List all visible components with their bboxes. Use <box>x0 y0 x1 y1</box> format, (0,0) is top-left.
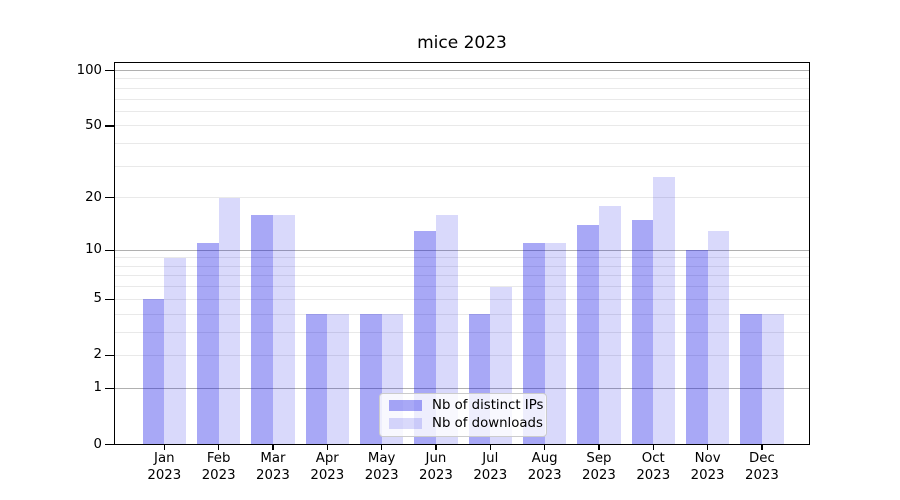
bar-downloads-dec <box>761 314 784 445</box>
x-tick-label-dec: Dec 2023 <box>745 451 779 483</box>
x-tick-label-jun: Jun 2023 <box>419 451 453 483</box>
legend-label-downloads: Nb of downloads <box>432 416 543 432</box>
y-tick-label: 2 <box>93 347 102 363</box>
y-tick-mark <box>105 387 114 389</box>
y-tick-label: 1 <box>93 380 102 396</box>
bar-downloads-jan <box>164 257 186 445</box>
y-tick-label: 100 <box>76 62 102 78</box>
legend-entry-distinct-ips: Nb of distinct IPs <box>386 397 544 414</box>
minor-gridline <box>115 275 809 277</box>
minor-gridline <box>115 286 809 288</box>
minor-gridline <box>115 313 809 315</box>
x-tick-label-nov: Nov 2023 <box>690 451 725 483</box>
bar-distinct-ips-feb <box>196 243 219 445</box>
minor-gridline <box>115 298 809 300</box>
x-tick-mark <box>489 444 491 450</box>
y-tick-label: 5 <box>93 291 102 307</box>
x-tick-mark <box>217 444 220 450</box>
y-tick-mark <box>105 197 114 199</box>
y-tick-label: 10 <box>85 242 102 258</box>
x-tick-mark <box>163 444 165 450</box>
minor-gridline <box>115 257 809 259</box>
major-gridline <box>115 387 809 389</box>
bar-distinct-ips-apr <box>305 314 328 445</box>
y-tick-label: 50 <box>85 117 102 133</box>
bar-downloads-oct <box>653 177 675 445</box>
x-tick-label-aug: Aug 2023 <box>527 451 562 483</box>
bar-distinct-ips-sep <box>577 225 599 445</box>
y-tick-mark <box>105 125 114 127</box>
x-tick-label-oct: Oct 2023 <box>636 451 671 483</box>
x-tick-label-may: May 2023 <box>364 451 399 483</box>
x-tick-label-jul: Jul 2023 <box>473 451 508 483</box>
bar-distinct-ips-oct <box>631 219 654 445</box>
x-tick-mark <box>435 444 437 450</box>
x-tick-mark <box>326 444 328 450</box>
x-tick-mark <box>706 444 709 450</box>
chart-title: mice 2023 <box>417 33 507 53</box>
legend-label-distinct-ips: Nb of distinct IPs <box>432 397 544 413</box>
minor-gridline <box>115 165 809 167</box>
minor-gridline <box>115 354 809 356</box>
y-tick-label: 0 <box>93 436 102 452</box>
minor-gridline <box>115 110 809 112</box>
legend-entry-downloads: Nb of downloads <box>386 416 543 432</box>
legend-swatch-downloads <box>389 418 422 430</box>
x-tick-mark <box>761 444 763 450</box>
x-tick-mark <box>380 444 383 450</box>
bar-downloads-sep <box>598 205 621 445</box>
y-tick-mark <box>105 443 114 446</box>
minor-gridline <box>115 87 809 89</box>
x-tick-label-apr: Apr 2023 <box>310 451 345 483</box>
bar-downloads-nov <box>707 230 730 445</box>
y-tick-mark <box>105 298 114 300</box>
bar-distinct-ips-dec <box>740 314 762 445</box>
legend: Nb of distinct IPs Nb of downloads <box>379 392 547 437</box>
y-tick-mark <box>105 69 114 72</box>
x-tick-mark <box>272 444 274 450</box>
minor-gridline <box>115 125 809 127</box>
y-tick-label: 20 <box>85 189 102 205</box>
bar-distinct-ips-nov <box>685 250 708 445</box>
x-tick-mark <box>652 444 654 450</box>
major-gridline <box>115 70 809 71</box>
minor-gridline <box>115 98 809 100</box>
x-tick-mark <box>598 444 600 450</box>
bar-distinct-ips-jun <box>414 230 436 445</box>
x-tick-label-feb: Feb 2023 <box>201 451 236 483</box>
bar-downloads-apr <box>327 314 349 445</box>
y-tick-mark <box>105 354 114 357</box>
bar-downloads-aug <box>544 243 567 445</box>
bar-distinct-ips-jan <box>142 299 165 445</box>
minor-gridline <box>115 78 809 80</box>
major-gridline <box>115 249 809 251</box>
bar-distinct-ips-may <box>359 314 382 445</box>
x-tick-label-sep: Sep 2023 <box>582 451 616 483</box>
y-tick-mark <box>105 249 114 251</box>
bar-downloads-jun <box>435 214 458 445</box>
x-tick-label-jan: Jan 2023 <box>147 451 182 483</box>
x-tick-mark <box>543 444 546 450</box>
bar-downloads-mar <box>272 214 295 445</box>
bar-downloads-feb <box>218 197 241 445</box>
minor-gridline <box>115 331 809 333</box>
minor-gridline <box>115 197 809 199</box>
minor-gridline <box>115 143 809 145</box>
x-tick-label-mar: Mar 2023 <box>256 451 290 483</box>
legend-swatch-distinct-ips <box>389 399 422 411</box>
minor-gridline <box>115 265 809 267</box>
bar-distinct-ips-mar <box>251 214 273 445</box>
